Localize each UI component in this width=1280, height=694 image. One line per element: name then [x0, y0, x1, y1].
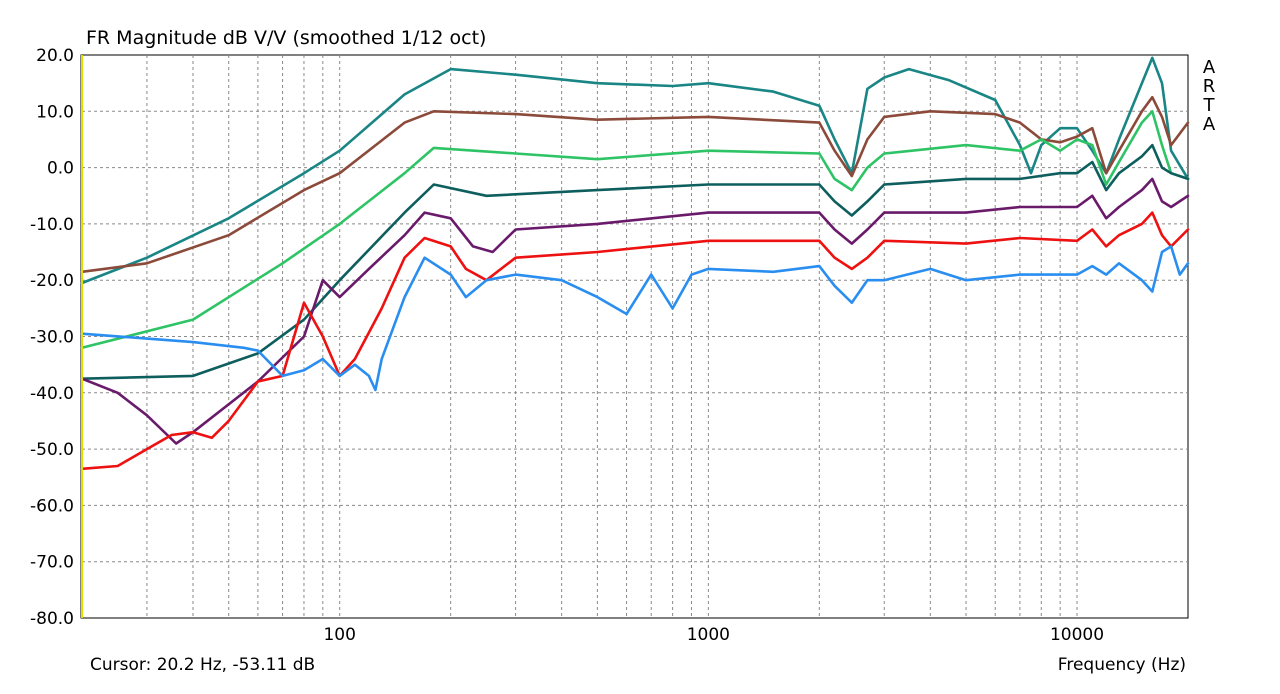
brand-letter: A [1203, 57, 1216, 78]
y-tick-label: -80.0 [30, 609, 74, 629]
series-line [80, 110, 1190, 350]
y-tick-labels: 20.0 10.0 0.0 -10.0 -20.0 -30.0 -40.0 -50.0 -60.… [30, 46, 74, 629]
y-tick-label: -30.0 [30, 328, 74, 348]
y-tick-label: -70.0 [30, 553, 74, 573]
y-tick-label: -20.0 [30, 271, 74, 291]
y-tick-label: -40.0 [30, 384, 74, 404]
x-tick-label: 1000 [687, 625, 730, 645]
series-line [80, 95, 1190, 274]
y-tick-label: -50.0 [30, 440, 74, 460]
brand-letter: R [1203, 76, 1216, 97]
y-tick-label: 20.0 [36, 46, 74, 66]
cursor-readout: Cursor: 20.2 Hz, -53.11 dB [90, 655, 315, 675]
series-line [80, 245, 1190, 392]
series-line [80, 177, 1190, 445]
x-tick-labels: 100 1000 10000 [323, 625, 1104, 645]
series-line [80, 211, 1190, 471]
series-group [80, 56, 1190, 471]
y-tick-label: 10.0 [36, 102, 74, 122]
brand-letter: T [1203, 95, 1216, 116]
x-tick-label: 100 [323, 625, 355, 645]
chart-title: FR Magnitude dB V/V (smoothed 1/12 oct) [86, 27, 486, 49]
series-line [80, 56, 1190, 285]
y-tick-label: -10.0 [30, 215, 74, 235]
grid-lines [82, 55, 1188, 618]
x-tick-label: 10000 [1050, 625, 1104, 645]
x-axis-label: Frequency (Hz) [1058, 655, 1186, 675]
brand-letter: A [1203, 114, 1216, 135]
y-tick-label: 0.0 [47, 159, 74, 179]
y-tick-label: -60.0 [30, 496, 74, 516]
series-line [80, 143, 1190, 380]
